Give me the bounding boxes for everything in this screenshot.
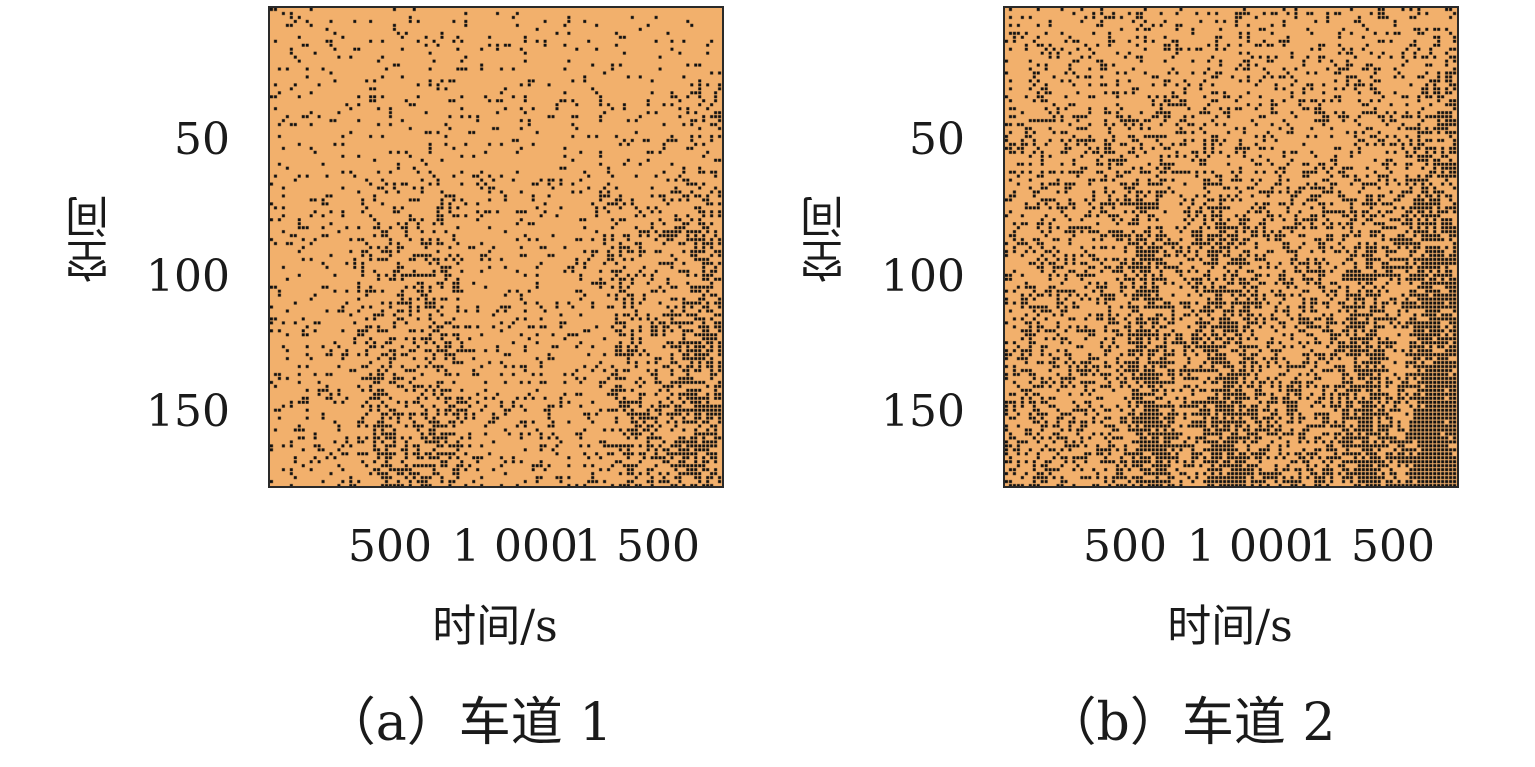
x-tick-label: 1 500	[1309, 521, 1435, 572]
x-tick-label: 1 500	[574, 521, 700, 572]
x-axis-label: 时间/s	[432, 601, 558, 652]
y-tick-label: 50	[174, 114, 230, 165]
x-axis-label: 时间/s	[1167, 601, 1293, 652]
panel-b: 空间 50 100 150 500 1 000 1 500 时间/s （b）车道…	[735, 0, 1495, 767]
y-tick-label: 50	[909, 114, 965, 165]
heatmap-canvas	[270, 8, 722, 486]
y-tick-label: 100	[146, 251, 230, 302]
y-axis-label: 空间	[66, 195, 117, 283]
heatmap-plot	[268, 6, 724, 488]
subfigure-caption: （b）车道 2	[1044, 693, 1336, 753]
panel-a: 空间 50 100 150 500 1 000 1 500 时间/s （a）车道…	[0, 0, 760, 767]
subfigure-caption: （a）车道 1	[323, 693, 613, 753]
y-tick-label: 150	[881, 386, 965, 437]
heatmap-plot	[1003, 6, 1459, 488]
y-tick-label: 150	[146, 386, 230, 437]
x-tick-label: 1 000	[1187, 521, 1313, 572]
y-tick-label: 100	[881, 251, 965, 302]
heatmap-canvas	[1005, 8, 1457, 486]
y-axis-label: 空间	[801, 195, 852, 283]
x-tick-label: 500	[348, 521, 432, 572]
x-tick-label: 500	[1083, 521, 1167, 572]
x-tick-label: 1 000	[452, 521, 578, 572]
